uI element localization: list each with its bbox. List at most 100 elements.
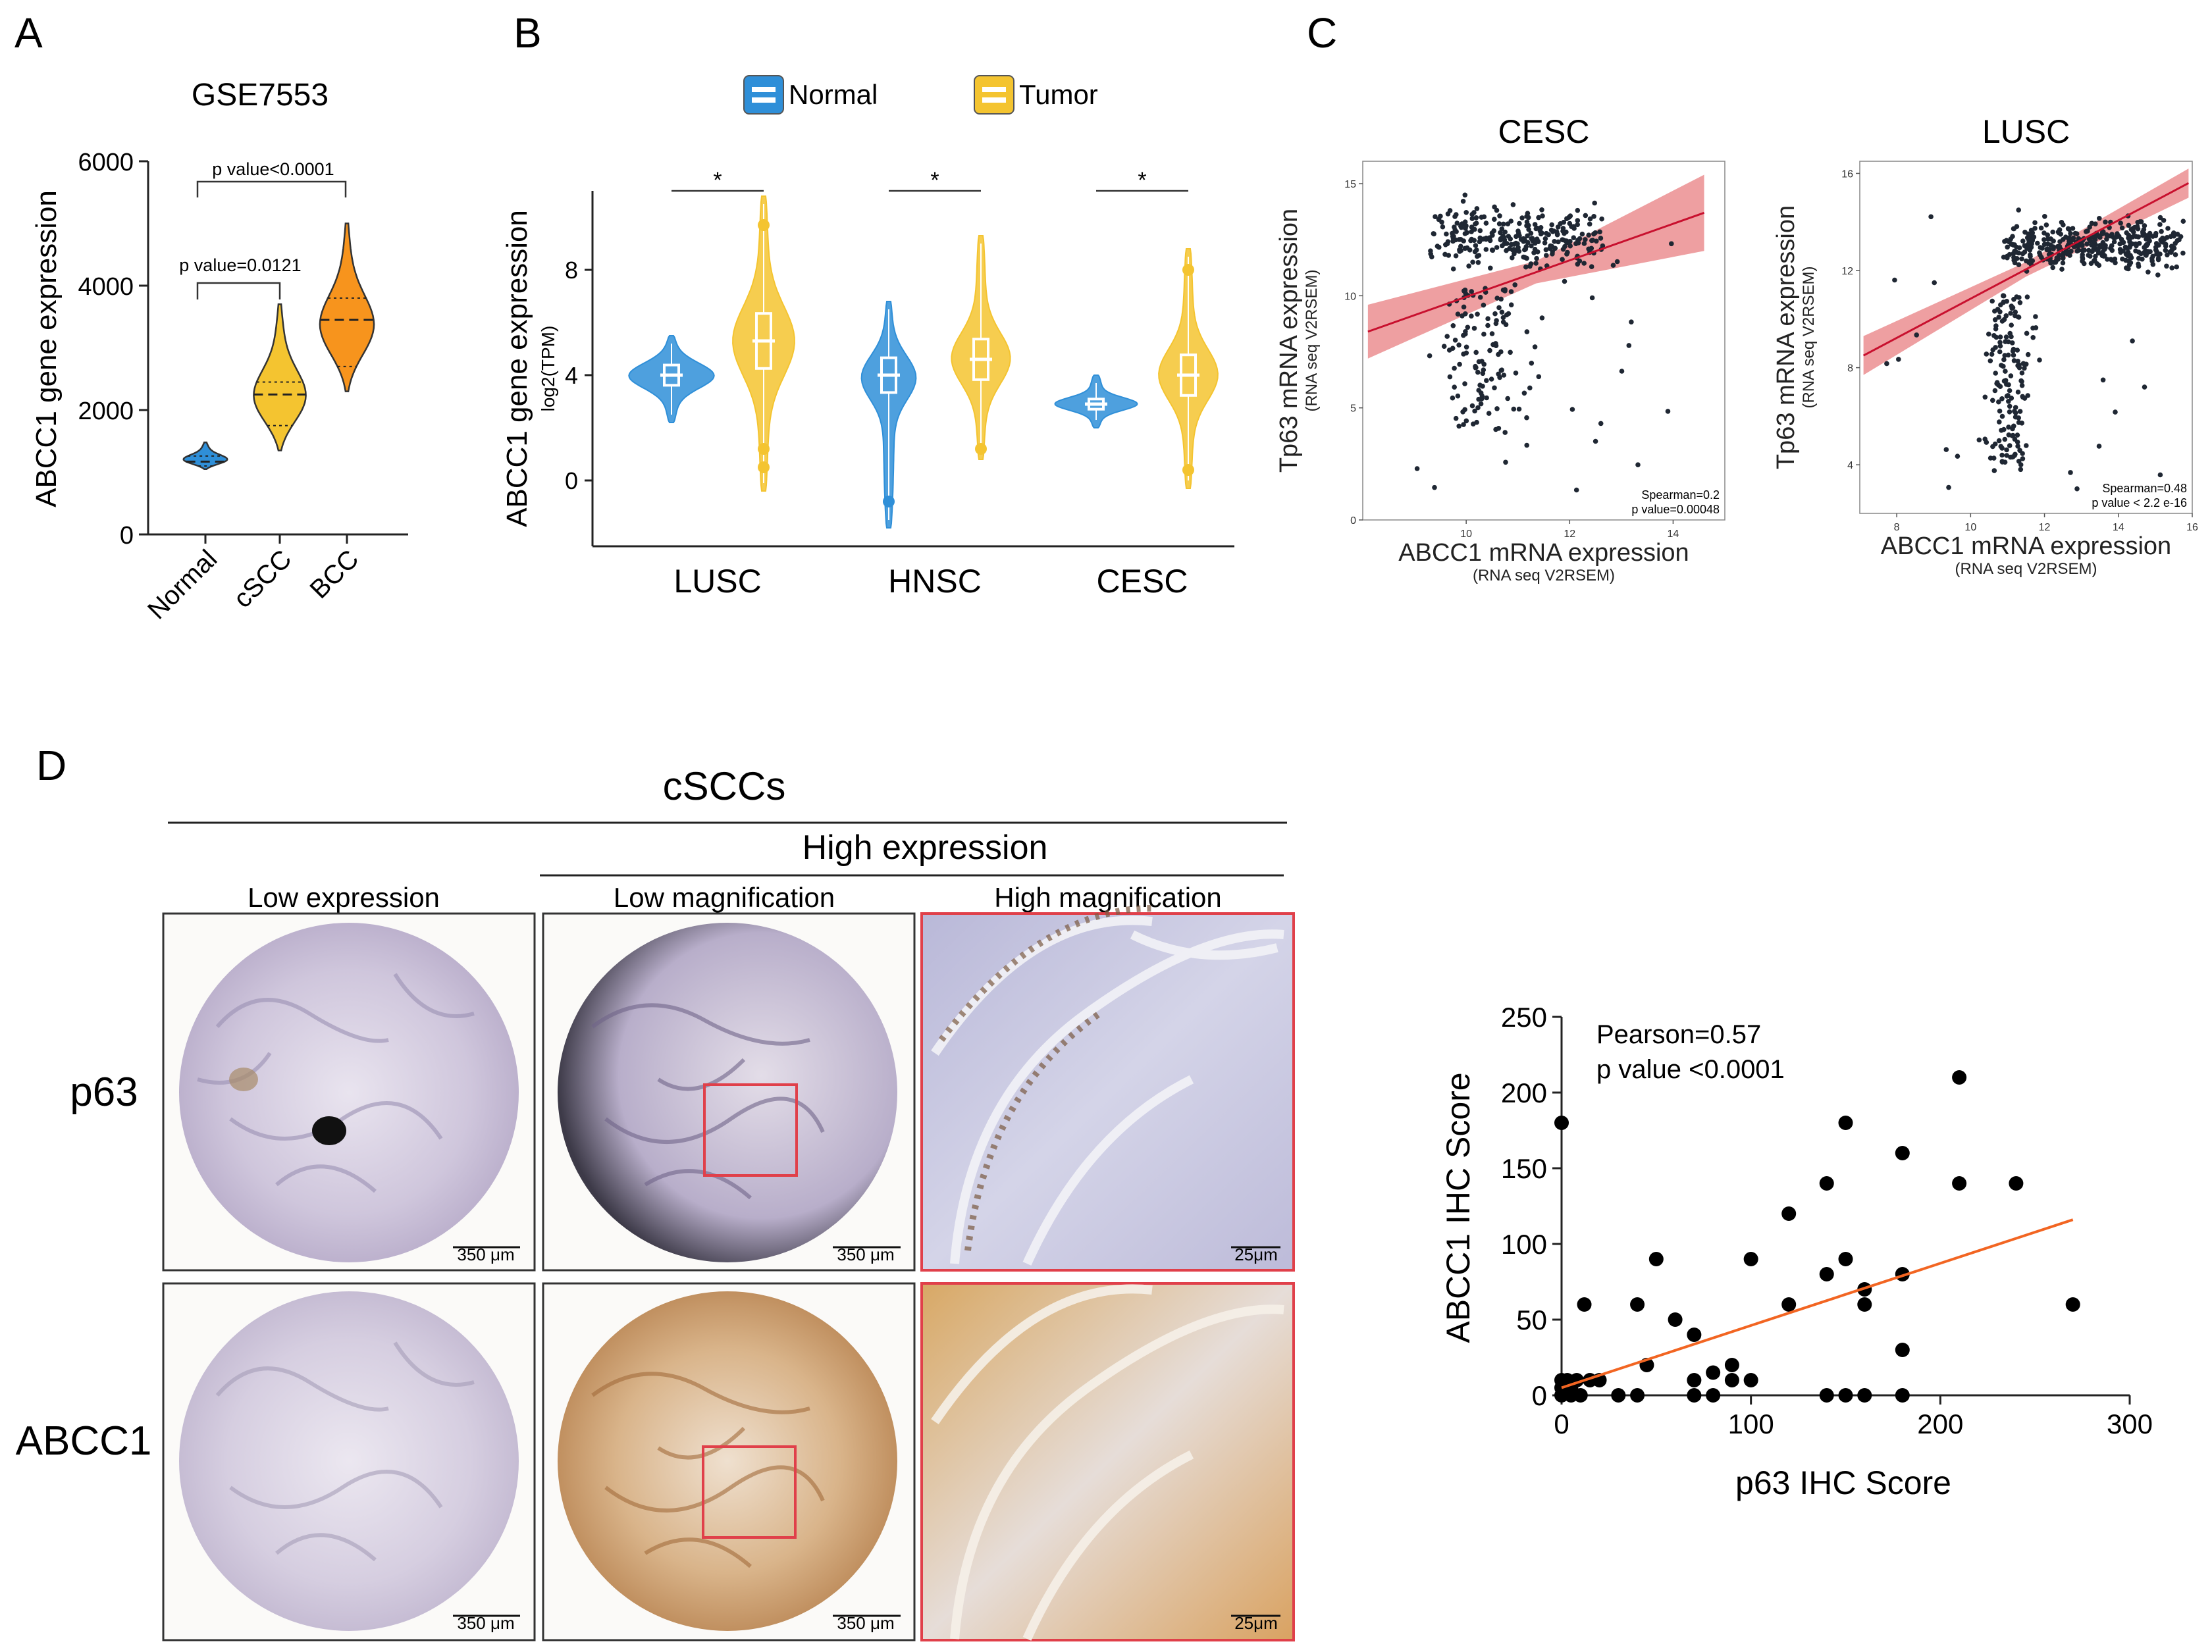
c-point (1496, 371, 1501, 377)
scale-label-5: 350 μm (837, 1613, 894, 1633)
c-point (2157, 215, 2163, 220)
d-y-tick-label: 50 (1516, 1304, 1547, 1335)
c-point (1443, 242, 1448, 247)
c-point (1932, 280, 1937, 286)
c-point (2024, 330, 2030, 336)
c-point (1583, 237, 1588, 242)
c-point (1500, 319, 1506, 325)
c-point (2163, 247, 2169, 253)
img-p63-roi-box (703, 1083, 798, 1177)
c-point (2176, 237, 2182, 243)
c-point (1453, 415, 1459, 421)
c-point (2019, 382, 2025, 388)
c-point (1496, 221, 1502, 226)
c-point (1487, 238, 1493, 244)
c-point (2040, 245, 2045, 251)
c-point (1428, 248, 1433, 254)
c-point (2080, 259, 2085, 264)
c-point (2010, 426, 2015, 432)
a-x-tick-label: Normal (142, 544, 223, 625)
c-x-tick-label: 10 (1964, 522, 1976, 533)
c-point (2126, 262, 2132, 268)
b-outlier (758, 443, 770, 455)
c-point (2068, 231, 2073, 236)
c-point (2024, 443, 2029, 448)
c-point (1498, 296, 1504, 302)
a-y-label: ABCC1 gene expression (30, 190, 63, 507)
c-point (1564, 216, 1569, 222)
b-x-tick-label-cesc: CESC (1097, 563, 1188, 600)
c-point (1571, 235, 1577, 241)
c-point (1508, 289, 1514, 294)
c-point (2007, 409, 2013, 415)
c-point (1552, 239, 1557, 244)
c-y-label-lusc: Tp63 mRNA expression (1772, 205, 1800, 469)
c-point (1506, 234, 1512, 239)
c-x-label-lusc: ABCC1 mRNA expression (1881, 532, 2171, 560)
c-point (1450, 266, 1456, 272)
b-y-label-sub: log2(TPM) (538, 326, 558, 412)
img-p63-high-mag-nuclei (939, 905, 1153, 1251)
c-point (2001, 317, 2007, 323)
c-point (1593, 438, 1598, 444)
c-point (1479, 394, 1485, 399)
c-point (2135, 220, 2140, 225)
c-point (1463, 290, 1468, 296)
c-point (1560, 226, 1566, 231)
c-point (1629, 319, 1634, 325)
c-point (1991, 333, 1997, 338)
c-point (1990, 398, 1995, 403)
c-point (1524, 223, 1529, 228)
c-point (2155, 272, 2161, 278)
d-point (1819, 1388, 1834, 1403)
c-point (1475, 405, 1481, 411)
c-point (1536, 374, 1542, 380)
c-point (1458, 237, 1463, 242)
c-point (2093, 221, 2098, 227)
c-x-tick-label: 14 (2113, 522, 2124, 533)
c-point (2023, 361, 2029, 367)
c-point (2111, 239, 2117, 245)
c-point (2006, 425, 2011, 430)
d-point (1819, 1176, 1834, 1191)
c-point (1441, 344, 1447, 349)
c-point (1512, 242, 1517, 247)
c-point (1488, 265, 1493, 271)
c-ci-band-cesc (1367, 174, 1704, 359)
c-point (1532, 222, 1538, 227)
d-col-low-magnification: Low magnification (614, 882, 835, 913)
b-outlier (975, 443, 987, 455)
c-point (1884, 361, 1889, 367)
c-point (2051, 246, 2056, 251)
c-point (1466, 263, 1471, 269)
d-group-title: cSCCs (663, 764, 786, 808)
c-point (2065, 226, 2071, 232)
c-point (2163, 242, 2169, 247)
c-point (1982, 394, 1988, 400)
c-point (1452, 365, 1457, 371)
c-point (2140, 232, 2146, 238)
c-point (1508, 349, 1513, 355)
c-point (1461, 422, 1466, 427)
c-point (1999, 396, 2005, 401)
c-point (2159, 228, 2164, 234)
c-point (1524, 442, 1529, 448)
c-point (1996, 438, 2002, 444)
panel-d-ihc-scatter: 0 50 100 150 200 250 0 100 200 300 ABCC1 IHC Score… (1440, 1002, 2153, 1501)
c-point (1512, 251, 1517, 257)
c-point (1483, 220, 1489, 226)
c-point (2060, 252, 2066, 257)
c-point (1474, 419, 1479, 425)
d-point (1838, 1388, 1853, 1403)
c-point (2017, 409, 2023, 414)
c-point (1984, 440, 1989, 445)
d-point (1724, 1373, 1739, 1387)
c-point (1504, 247, 1509, 253)
c-point (2172, 241, 2178, 246)
c-x-label-sub-lusc: (RNA seq V2RSEM) (1955, 560, 2097, 578)
c-point (1996, 399, 2001, 405)
c-point (2004, 394, 2010, 399)
c-point (2045, 236, 2051, 242)
d-point (1838, 1252, 1853, 1266)
c-point (1454, 220, 1460, 226)
